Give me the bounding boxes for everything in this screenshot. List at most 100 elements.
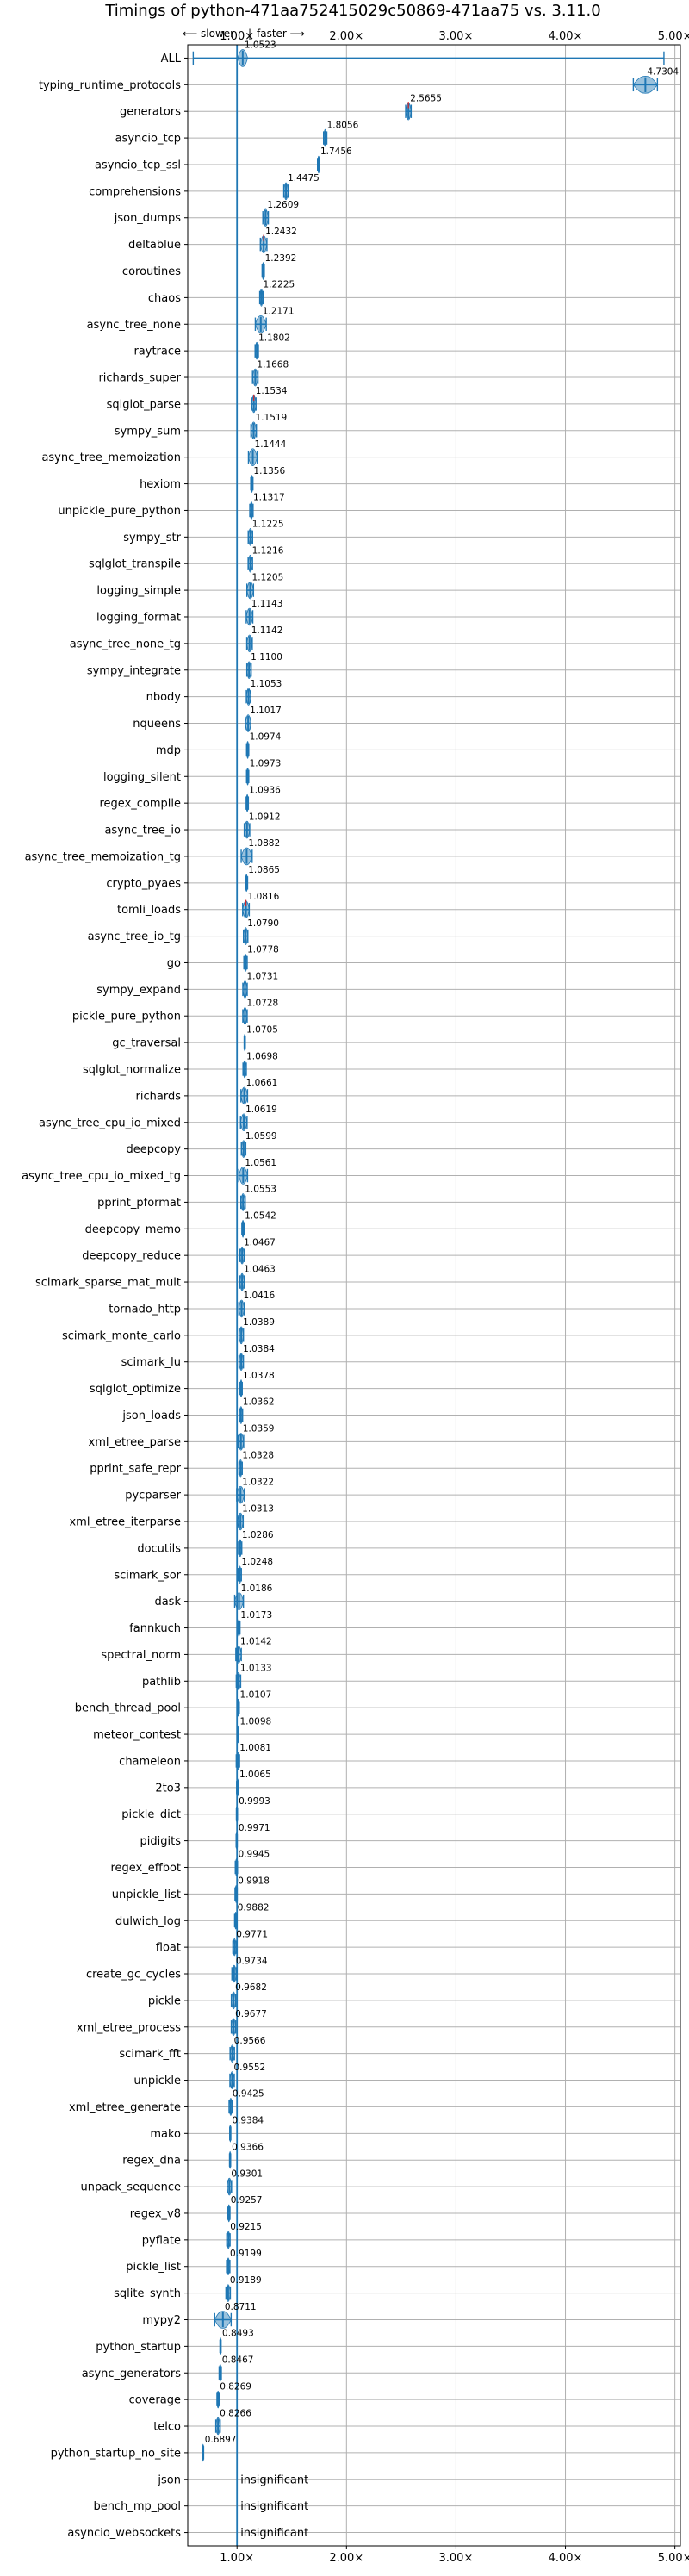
violin-marks	[192, 45, 665, 2546]
benchmark-label: mdp	[156, 744, 181, 757]
benchmark-label: go	[167, 957, 181, 970]
benchmark-label: richards_super	[98, 372, 181, 385]
x-tick-labels-bottom: 1.00× 2.00× 3.00× 4.00× 5.00×	[220, 2546, 689, 2565]
benchmark-label: xml_etree_generate	[69, 2101, 181, 2114]
value-label: 1.1317	[253, 493, 285, 503]
x-tick-label: 2.00×	[329, 30, 363, 43]
value-label: 1.2392	[265, 253, 297, 264]
benchmark-label: scimark_lu	[121, 1356, 181, 1369]
value-label: 1.1225	[252, 520, 284, 530]
benchmark-label: asyncio_tcp_ssl	[95, 159, 181, 171]
benchmark-label: coverage	[129, 2394, 181, 2407]
value-label: 4.7304	[647, 67, 679, 78]
benchmark-label: pprint_pformat	[97, 1197, 181, 1210]
benchmark-label: sqlglot_parse	[107, 398, 181, 411]
benchmark-label: logging_format	[96, 611, 181, 624]
value-label: 1.1216	[252, 545, 284, 556]
benchmark-label: async_tree_none	[87, 319, 181, 332]
benchmark-label: pickle_pure_python	[72, 1011, 181, 1024]
benchmark-label: sympy_expand	[96, 984, 181, 997]
benchmark-label: unpack_sequence	[80, 2181, 181, 2194]
value-label: 1.0523	[245, 40, 276, 51]
value-label: 1.1534	[256, 386, 288, 396]
value-label: 1.0936	[249, 785, 281, 795]
value-label: 1.0081	[239, 1743, 271, 1753]
value-label: 1.0973	[250, 759, 282, 769]
value-label: 1.0186	[241, 1584, 273, 1594]
value-label: 1.1802	[258, 333, 290, 343]
value-label: 0.6897	[205, 2435, 237, 2445]
benchmark-label: scimark_sparse_mat_mult	[35, 1277, 181, 1290]
benchmark-label: async_tree_memoization_tg	[25, 850, 181, 863]
benchmark-label: deltablue	[128, 239, 181, 252]
value-label: 1.0561	[245, 1158, 276, 1168]
value-label: 1.0173	[240, 1610, 272, 1621]
x-tick-label: 2.00×	[329, 2552, 363, 2565]
value-label: 0.9945	[239, 1850, 270, 1860]
benchmark-label: bench_thread_pool	[75, 1702, 181, 1715]
benchmark-label: deepcopy	[126, 1143, 181, 1156]
benchmark-label: pickle	[148, 1994, 181, 2007]
benchmark-label: bench_mp_pool	[93, 2500, 181, 2513]
benchmark-label: async_tree_none_tg	[70, 638, 181, 650]
value-label: 1.0467	[244, 1237, 276, 1248]
value-label: 1.0098	[239, 1716, 271, 1727]
benchmark-label: python_startup	[96, 2341, 181, 2354]
value-label: 1.1356	[253, 466, 285, 476]
benchmark-label: scimark_sor	[114, 1569, 181, 1582]
value-label: 0.9918	[238, 1876, 270, 1887]
value-label: 0.9552	[234, 2063, 266, 2073]
benchmark-label: typing_runtime_protocols	[39, 79, 181, 92]
value-label: 0.9566	[234, 2036, 266, 2046]
value-label: 1.0362	[243, 1397, 275, 1408]
value-label: 1.0553	[245, 1185, 276, 1195]
value-label: 1.1100	[251, 652, 282, 663]
value-label: 1.0912	[249, 812, 281, 822]
value-label: 1.4475	[288, 173, 320, 184]
x-tick-label: 5.00×	[658, 2552, 689, 2565]
benchmark-label: meteor_contest	[93, 1729, 181, 1742]
benchmark-label: sqlite_synth	[114, 2287, 181, 2300]
value-label: 1.0463	[244, 1264, 276, 1274]
value-label: 1.8056	[327, 120, 359, 130]
value-label: 0.9384	[232, 2116, 264, 2126]
value-label: 1.2225	[263, 280, 295, 290]
benchmark-label: asyncio_tcp	[115, 133, 181, 146]
value-label: 1.0882	[248, 838, 280, 849]
benchmark-label: dulwich_log	[115, 1915, 181, 1928]
value-label: 0.9425	[233, 2089, 264, 2100]
value-label: 1.0286	[242, 1530, 274, 1540]
benchmark-label: pickle_list	[126, 2261, 181, 2274]
benchmark-label: hexiom	[140, 478, 181, 491]
benchmark-label: scimark_fft	[119, 2048, 181, 2061]
benchmark-label: json_dumps	[114, 212, 181, 225]
value-label: 1.0778	[247, 945, 279, 955]
faster-hint: faster ⟶	[257, 28, 305, 40]
value-label: 1.0378	[243, 1371, 275, 1381]
benchmark-label: async_tree_io_tg	[88, 930, 181, 943]
value-label: 2.5655	[410, 93, 442, 103]
value-label: 1.0065	[239, 1770, 271, 1780]
value-label: 0.8269	[220, 2381, 251, 2392]
benchmark-label: mako	[150, 2128, 181, 2141]
value-label: 0.9215	[230, 2222, 262, 2232]
benchmark-label: dask	[154, 1596, 181, 1608]
benchmark-label: sqlglot_optimize	[90, 1383, 181, 1396]
value-labels: 1.0523 4.7304 2.5655 1.8056 1.7456 1.4475 1.26…	[205, 40, 680, 2540]
benchmark-label: chaos	[148, 292, 181, 305]
benchmark-label: xml_etree_parse	[89, 1436, 181, 1449]
value-label: 0.9993	[239, 1796, 270, 1807]
value-label: 1.0359	[243, 1424, 275, 1434]
benchmark-label: pathlib	[142, 1676, 181, 1689]
benchmark-label: pycparser	[125, 1490, 181, 1503]
value-label: 1.0133	[240, 1664, 272, 1674]
x-tick-label: 3.00×	[439, 30, 474, 43]
value-label: 1.1017	[250, 706, 282, 716]
chart-title: Timings of python-471aa752415029c50869-4…	[104, 2, 600, 20]
benchmark-label: pyflate	[142, 2234, 181, 2247]
value-label: 1.0416	[243, 1291, 275, 1301]
benchmark-label: async_tree_io	[104, 824, 181, 837]
benchmark-label: comprehensions	[89, 185, 181, 198]
benchmark-label: python_startup_no_site	[51, 2447, 181, 2460]
value-label: 1.0865	[248, 865, 280, 875]
